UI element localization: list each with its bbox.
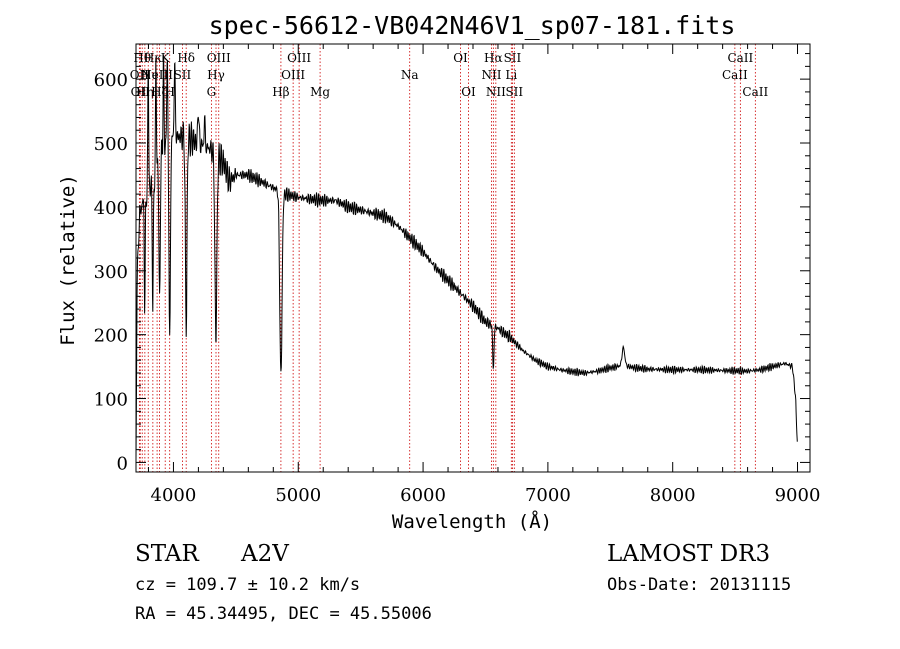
spectral-line-label: SII <box>505 85 523 99</box>
y-tick-label: 0 <box>117 453 128 474</box>
spectral-line-label: OII <box>130 68 150 82</box>
spectral-line-label: Hδ <box>177 51 195 65</box>
object-class: STAR <box>135 541 199 567</box>
y-tick-label: 200 <box>94 326 128 347</box>
spectral-line-label: Hη <box>136 85 154 99</box>
spectral-line-label: Hκ <box>144 51 162 65</box>
chart-title: spec-56612-VB042N46V1_sp07-181.fits <box>209 11 736 40</box>
spectral-line-label: Hθ <box>133 51 151 65</box>
spectral-line-label: SII <box>174 68 192 82</box>
spectral-line-label: G <box>207 85 217 99</box>
y-tick-label: 100 <box>94 390 128 411</box>
y-tick-label: 500 <box>94 134 128 155</box>
x-tick-label: 6000 <box>400 485 446 506</box>
spectral-line-label: Hα <box>484 51 503 65</box>
spectral-line-label: CaII <box>742 85 768 99</box>
spectral-line-label: Na <box>401 68 419 82</box>
y-tick-label: 300 <box>94 262 128 283</box>
spectral-line-label: SII <box>504 51 522 65</box>
spectral-line-label: NII <box>481 68 501 82</box>
x-axis-label: Wavelength (Å) <box>392 510 552 533</box>
spectral-line-label: OIII <box>281 68 305 82</box>
x-tick-label: 9000 <box>775 485 821 506</box>
spectral-line-label: Hβ <box>272 85 289 99</box>
spectrum-line <box>135 54 798 459</box>
survey-name: LAMOST DR3 <box>607 541 770 567</box>
spectral-line-label: H <box>164 85 174 99</box>
object-subclass: A2V <box>240 541 289 567</box>
spectral-line-label: K <box>161 51 171 65</box>
spectral-line-label: NII <box>486 85 506 99</box>
x-axis-ticks: 4000 5000 6000 7000 8000 9000 <box>147 44 821 506</box>
x-tick-label: 4000 <box>151 485 197 506</box>
spectral-line-label: OIII <box>207 51 231 65</box>
y-tick-label: 400 <box>94 198 128 219</box>
observation-date: Obs-Date: 20131115 <box>607 575 791 595</box>
x-tick-label: 8000 <box>650 485 696 506</box>
spectral-line-markers: OIIOIIHθHηHιHκNeIIIHζKHSIIHδGHγOIIIHβOII… <box>130 44 768 472</box>
spectral-line-label: Hγ <box>207 68 225 82</box>
spectral-line-label: OIII <box>287 51 311 65</box>
spectral-line-label: CaII <box>722 68 748 82</box>
y-axis-ticks: 0 100 200 300 400 500 600 <box>94 53 810 474</box>
x-tick-label: 7000 <box>525 485 571 506</box>
y-axis-label: Flux (relative) <box>57 174 79 346</box>
spectral-line-label: Mg <box>310 85 330 99</box>
y-tick-label: 600 <box>94 70 128 91</box>
redshift-velocity: cz = 109.7 ± 10.2 km/s <box>135 575 360 595</box>
plot-frame <box>135 43 811 473</box>
spectral-line-label: OI <box>453 51 468 65</box>
sky-coordinates: RA = 45.34495, DEC = 45.55006 <box>135 604 432 624</box>
x-tick-label: 5000 <box>275 485 321 506</box>
spectral-line-label: CaII <box>727 51 753 65</box>
spectral-line-label: NeIII <box>141 68 173 82</box>
spectral-line-label: Li <box>505 68 517 82</box>
spectral-line-label: OI <box>461 85 476 99</box>
